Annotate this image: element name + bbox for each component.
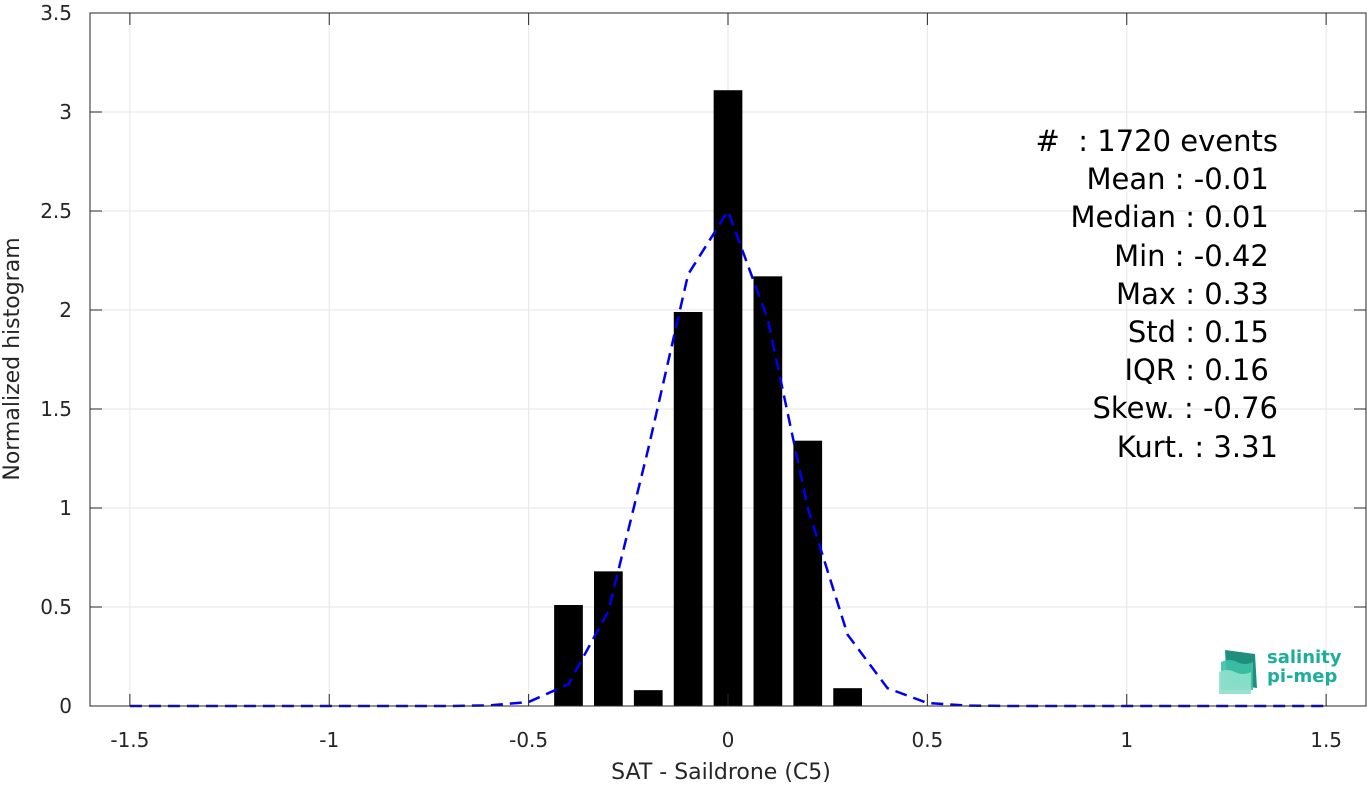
histogram-bar (833, 688, 862, 706)
x-tick-labels: -1.5 -1 -0.5 0 0.5 1 1.5 (110, 728, 1342, 752)
stat-skew: Skew. : -0.76 (1092, 391, 1278, 426)
stat-median: Median : 0.01 (1070, 200, 1278, 235)
y-tick-label: 0.5 (40, 595, 72, 619)
salinity-pi-mep-logo: salinity pi-mep (1217, 648, 1347, 694)
stat-min: Min : -0.42 (1114, 238, 1278, 273)
logo-line-salinity: salinity (1267, 647, 1342, 668)
y-tick-labels: 0 0.5 1 1.5 2 2.5 3 3.5 (40, 1, 72, 718)
y-tick-label: 0 (59, 694, 72, 718)
y-tick-label: 3.5 (40, 1, 72, 25)
y-axis-label: Normalized histogram (0, 237, 25, 480)
y-tick-label: 2 (59, 298, 72, 322)
histogram-bar (753, 276, 783, 706)
histogram-bar (554, 605, 583, 706)
histogram-bar (673, 311, 703, 706)
stat-kurt: Kurt. : 3.31 (1116, 429, 1278, 464)
x-tick-label: 0.5 (911, 728, 943, 752)
x-tick-label: 0 (722, 728, 735, 752)
stat-mean: Mean : -0.01 (1086, 162, 1278, 197)
bar-series (554, 90, 862, 707)
x-tick-label: -0.5 (509, 728, 548, 752)
stat-std: Std : 0.15 (1127, 315, 1278, 350)
histogram-bar (713, 90, 743, 707)
stat-iqr: IQR : 0.16 (1124, 353, 1278, 388)
stat-events: # : 1720 events (1035, 124, 1278, 158)
axis-ticks (90, 12, 1366, 707)
stat-max: Max : 0.33 (1116, 276, 1278, 311)
x-axis-label: SAT - Saildrone (C5) (611, 760, 831, 785)
waves-icon (1219, 650, 1257, 694)
x-tick-label: -1.5 (110, 728, 149, 752)
x-tick-label: 1.5 (1310, 728, 1342, 752)
y-tick-label: 1 (59, 496, 72, 520)
histogram-bar (633, 690, 663, 706)
y-tick-label: 3 (59, 100, 72, 124)
x-tick-label: 1 (1120, 728, 1133, 752)
x-tick-label: -1 (319, 728, 339, 752)
logo-text: salinity pi-mep (1267, 648, 1342, 686)
y-tick-label: 2.5 (40, 199, 72, 223)
histogram-bar (793, 440, 823, 706)
logo-line-pimep: pi-mep (1267, 666, 1338, 687)
y-tick-label: 1.5 (40, 397, 72, 421)
histogram-bar (594, 571, 623, 706)
statistics-box: # : 1720 events Mean : -0.01 Median : 0.… (1036, 122, 1278, 466)
